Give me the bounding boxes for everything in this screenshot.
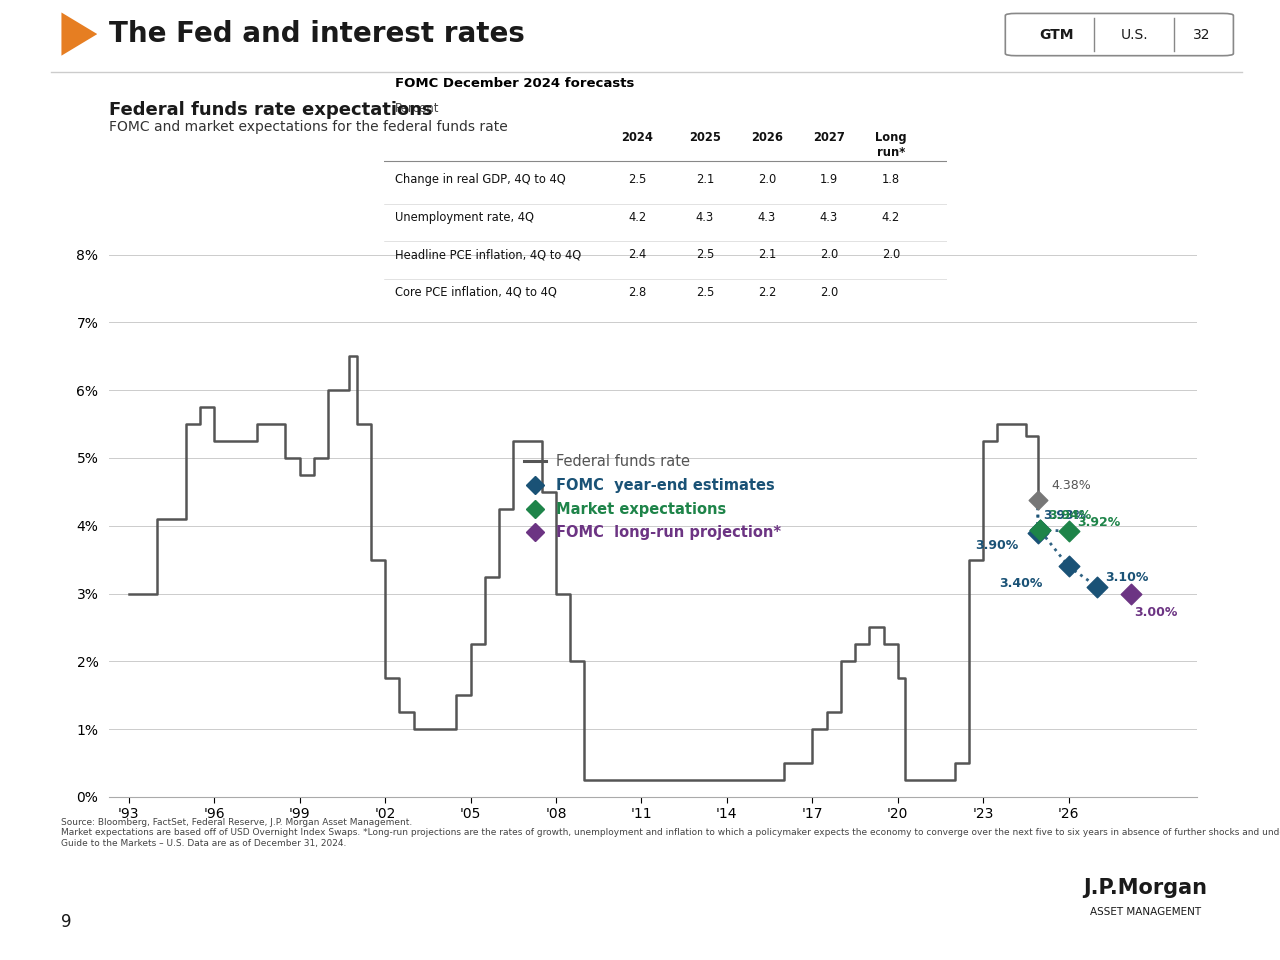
Text: 32: 32: [1193, 28, 1211, 41]
Point: [1059, 559, 1079, 574]
Text: Federal funds rate expectations: Federal funds rate expectations: [109, 101, 433, 119]
Text: GTM: GTM: [1039, 28, 1073, 41]
Text: 1.9: 1.9: [820, 173, 838, 186]
Text: FOMC December 2024 forecasts: FOMC December 2024 forecasts: [396, 77, 635, 89]
Text: 2.2: 2.2: [758, 286, 776, 299]
Text: 3.10%: 3.10%: [1106, 571, 1149, 585]
Point: [1028, 525, 1048, 540]
Text: 2.0: 2.0: [882, 249, 900, 261]
Text: FOMC and market expectations for the federal funds rate: FOMC and market expectations for the fed…: [109, 120, 508, 134]
Point: [1087, 579, 1107, 594]
Text: 4.3: 4.3: [758, 210, 776, 224]
Text: 2.4: 2.4: [628, 249, 646, 261]
Text: 2.1: 2.1: [758, 249, 776, 261]
Text: Core PCE inflation, 4Q to 4Q: Core PCE inflation, 4Q to 4Q: [396, 286, 557, 299]
Text: 3.40%: 3.40%: [1000, 577, 1043, 590]
Text: Long
run*: Long run*: [876, 131, 906, 158]
Point: [1030, 522, 1051, 538]
Text: 2024: 2024: [622, 131, 653, 144]
Text: 2.0: 2.0: [819, 249, 838, 261]
Point: [1030, 523, 1051, 539]
Text: The Fed and interest rates: The Fed and interest rates: [109, 19, 525, 48]
Text: 3.93%: 3.93%: [1043, 510, 1085, 522]
Text: U.S.: U.S.: [1120, 28, 1148, 41]
Text: 1.8: 1.8: [882, 173, 900, 186]
Text: 2.0: 2.0: [758, 173, 776, 186]
Text: 4.38%: 4.38%: [1052, 479, 1092, 492]
Text: Fixed Income: Fixed Income: [36, 493, 49, 582]
Point: [1028, 492, 1048, 508]
Text: Percent: Percent: [396, 103, 440, 115]
Text: J.P.Morgan: J.P.Morgan: [1084, 878, 1207, 899]
Text: 4.2: 4.2: [628, 210, 646, 224]
Text: 3.90%: 3.90%: [975, 540, 1019, 552]
Text: ASSET MANAGEMENT: ASSET MANAGEMENT: [1091, 907, 1201, 917]
Text: Change in real GDP, 4Q to 4Q: Change in real GDP, 4Q to 4Q: [396, 173, 566, 186]
Text: 3.94%: 3.94%: [1048, 509, 1092, 521]
Point: [1059, 523, 1079, 539]
Polygon shape: [61, 12, 97, 56]
Text: Headline PCE inflation, 4Q to 4Q: Headline PCE inflation, 4Q to 4Q: [396, 249, 581, 261]
Point: [1121, 586, 1142, 601]
Text: 4.2: 4.2: [882, 210, 900, 224]
Text: 2026: 2026: [751, 131, 783, 144]
Text: 2.0: 2.0: [819, 286, 838, 299]
Text: 2027: 2027: [813, 131, 845, 144]
Text: 2025: 2025: [689, 131, 721, 144]
Text: 2.5: 2.5: [628, 173, 646, 186]
Text: 2.8: 2.8: [628, 286, 646, 299]
Text: Source: Bloomberg, FactSet, Federal Reserve, J.P. Morgan Asset Management.
Marke: Source: Bloomberg, FactSet, Federal Rese…: [61, 818, 1280, 848]
FancyBboxPatch shape: [1005, 13, 1234, 56]
Text: Unemployment rate, 4Q: Unemployment rate, 4Q: [396, 210, 534, 224]
Text: 2.1: 2.1: [696, 173, 714, 186]
Legend: Federal funds rate, FOMC  year-end estimates, Market expectations, FOMC  long-ru: Federal funds rate, FOMC year-end estima…: [518, 448, 787, 546]
Text: 3.00%: 3.00%: [1134, 606, 1178, 619]
Text: 2.5: 2.5: [696, 249, 714, 261]
Text: 9: 9: [61, 913, 72, 931]
Text: 3.92%: 3.92%: [1076, 516, 1120, 529]
Text: 4.3: 4.3: [819, 210, 838, 224]
Text: 4.3: 4.3: [696, 210, 714, 224]
Text: 2.5: 2.5: [696, 286, 714, 299]
